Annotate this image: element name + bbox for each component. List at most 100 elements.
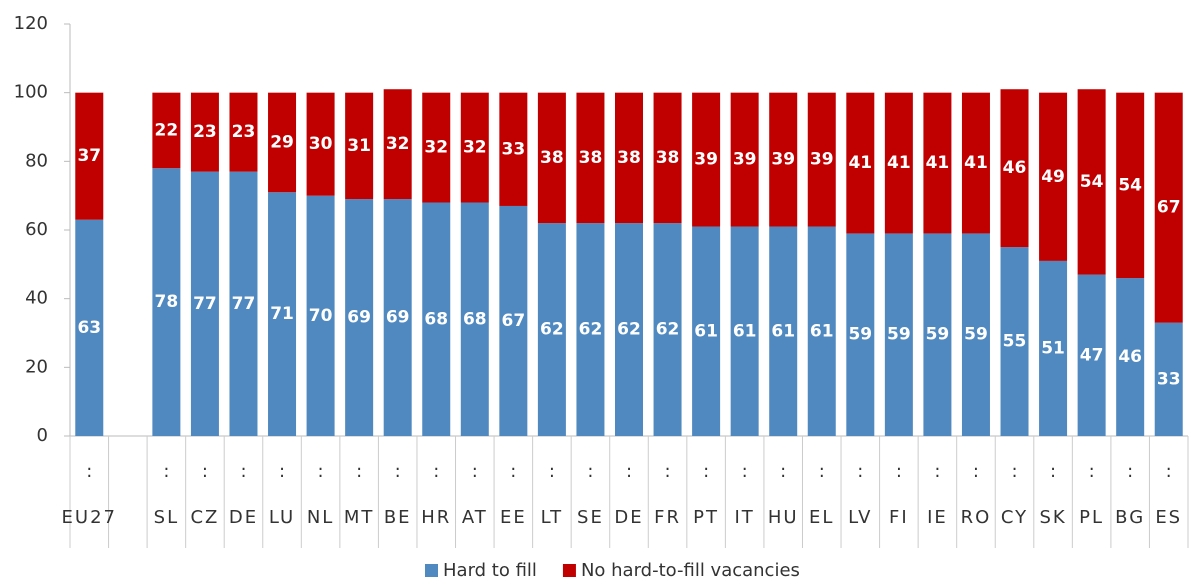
bar-segment [268,192,297,436]
bar-segment [1154,322,1183,436]
category-note: : [1127,461,1133,482]
x-tick-label: DE [614,507,643,528]
bar-segment [961,233,990,436]
bar-segment [730,226,759,436]
data-label: 33 [502,139,526,159]
category-note: : [279,461,285,482]
category-note: : [742,461,748,482]
x-tick-label: MT [344,507,375,528]
bar-segment [846,92,875,234]
category-note: : [356,461,362,482]
data-label: 23 [193,122,217,142]
data-label: 77 [232,294,256,314]
bar-segment [306,92,335,196]
x-tick-label: CZ [190,507,219,528]
data-label: 62 [656,320,680,340]
bar-segment [807,226,836,436]
y-tick-label: 60 [25,219,48,240]
x-tick-label: BG [1115,507,1145,528]
data-label: 59 [926,325,950,345]
bar-segment [422,202,451,436]
x-tick-label: NL [307,507,335,528]
category-note: : [395,461,401,482]
category-note: : [318,461,324,482]
bar-segment [460,202,489,436]
bar-segment [576,223,605,436]
data-label: 62 [540,320,564,340]
data-label: 38 [579,148,603,168]
x-tick-label: SL [154,507,179,528]
category-note: : [857,461,863,482]
bar-segment [653,92,682,224]
data-label: 63 [77,318,101,338]
bar-segment [537,223,566,436]
category-note: : [819,461,825,482]
data-label: 67 [502,311,526,331]
category-note: : [1089,461,1095,482]
x-tick-label: PT [693,507,719,528]
bar-segment [190,92,219,172]
bar-segment [692,92,721,227]
x-tick-label: EE [500,507,527,528]
bar-segment [306,195,335,436]
category-note: : [665,461,671,482]
category-note: : [433,461,439,482]
data-label: 32 [463,138,487,158]
data-label: 54 [1118,175,1142,195]
legend-swatch [425,564,438,577]
bar-segment [1039,260,1068,436]
data-label: 61 [771,321,795,341]
category-note: : [510,461,516,482]
x-tick-label: RO [961,507,992,528]
data-label: 51 [1041,338,1065,358]
data-label: 31 [347,136,371,156]
data-label: 32 [424,138,448,158]
category-note: : [973,461,979,482]
bar-segment [383,199,412,436]
data-label: 61 [733,321,757,341]
data-label: 39 [810,150,834,170]
x-tick-label: SK [1039,507,1066,528]
data-label: 23 [232,122,256,142]
bar-segment [383,89,412,200]
data-label: 59 [964,325,988,345]
bar-segment [1000,89,1029,248]
category-note: : [86,461,92,482]
data-label: 77 [193,294,217,314]
data-label: 22 [155,120,179,140]
data-label: 59 [887,325,911,345]
data-label: 37 [77,146,101,166]
data-label: 41 [964,153,988,173]
category-note: : [549,461,555,482]
data-label: 68 [463,309,487,329]
bar-segment [422,92,451,203]
bar-segment [653,223,682,436]
data-label: 39 [771,150,795,170]
x-tick-label: BE [384,507,412,528]
data-label: 47 [1080,345,1104,365]
data-label: 70 [309,306,333,326]
data-label: 38 [617,148,641,168]
bar-segment [692,226,721,436]
category-note: : [703,461,709,482]
category-note: : [472,461,478,482]
x-tick-label: SE [577,507,604,528]
y-tick-label: 20 [25,356,48,377]
bar-segment [884,233,913,436]
x-tick-label: LU [269,507,295,528]
data-label: 29 [270,132,294,152]
x-tick-label: FR [654,507,681,528]
bar-segment [576,92,605,224]
x-tick-label: EU27 [62,507,117,528]
bar-segment [961,92,990,234]
category-note: : [1050,461,1056,482]
data-label: 62 [617,320,641,340]
category-note: : [626,461,632,482]
category-note: : [934,461,940,482]
x-tick-label: LT [541,507,564,528]
bar-segment [537,92,566,224]
data-label: 68 [424,309,448,329]
category-note: : [780,461,786,482]
x-tick-label: AT [462,507,488,528]
